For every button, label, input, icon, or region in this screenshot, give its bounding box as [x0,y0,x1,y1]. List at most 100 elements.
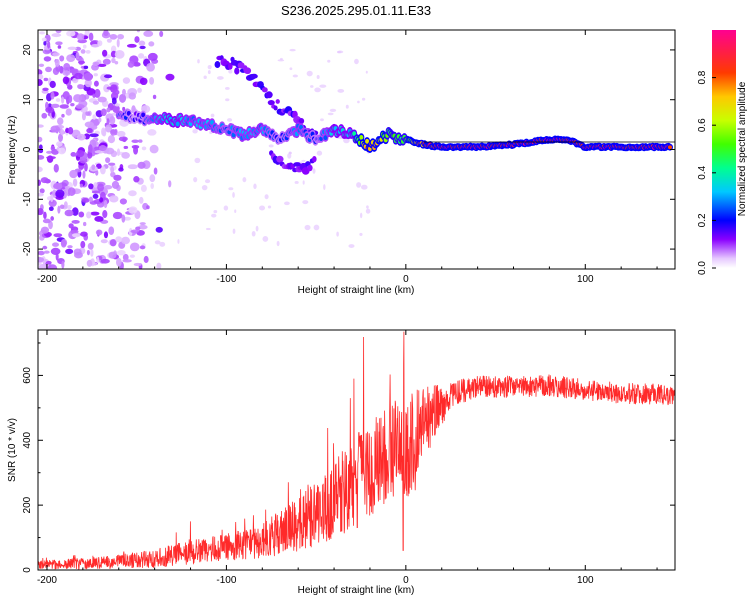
spectrogram-noise-blob [122,88,126,96]
spectrogram-noise-blob [66,30,76,37]
spectrogram-noise-blob [207,65,212,70]
spectrogram-noise-blob [38,207,44,216]
spectrogram-noise-blob [43,211,47,220]
spectrogram-noise-blob [38,179,41,186]
spectrogram-noise-blob [128,190,137,197]
spectrogram-noise-blob [137,87,142,93]
spectrogram-noise-blob [38,166,43,173]
spectrogram-noise-blob [149,144,159,154]
spectrogram-noise-blob [50,125,60,133]
spectrogram-noise-blob [60,239,67,248]
spectrogram-noise-blob [94,216,104,222]
spectrogram-noise-blob [365,70,368,74]
spectrogram-noise-blob [361,184,368,190]
spectrogram-noise-blob [159,30,164,38]
spectrogram-noise-blob [39,31,45,35]
spectrogram-noise-blob [69,169,78,179]
spectrogram-noise-blob [302,180,305,185]
spectrogram-noise-blob [46,150,53,154]
spectrogram-noise-blob [83,65,89,70]
snr-marks [38,331,675,570]
spectrogram-noise-blob [336,231,339,237]
spectrogram-ridge-cell [352,131,357,137]
spectrogram-noise-blob [91,190,101,194]
spectrogram-noise-blob [107,135,116,144]
spectrogram-noise-blob [55,98,61,102]
spectrogram-noise-blob [66,204,72,210]
spectrogram-noise-blob [70,68,79,74]
spectrogram-noise-blob [327,59,331,63]
spectrogram-noise-blob [59,55,65,62]
spectrogram-noise-blob [57,45,62,49]
spectrogram-noise-blob [207,70,211,75]
spectrogram-noise-blob [48,206,54,212]
spectrogram-noise-blob [71,233,81,238]
spectrogram-noise-blob [111,57,116,64]
spectrogram-noise-blob [50,145,56,151]
spectrogram-noise-blob [47,41,51,49]
spectrogram-noise-blob [95,169,99,176]
spectrogram-noise-blob [98,145,107,152]
spectrogram-noise-blob [361,97,366,101]
spectrogram-noise-blob [343,137,350,144]
snr-x-tick-label: 0 [403,575,409,586]
spectrogram-noise-blob [210,113,215,118]
spectrogram-noise-blob [268,144,274,148]
spectrogram-noise-blob [63,62,71,72]
spectrogram-noise-blob [114,61,119,65]
spectrogram-noise-blob [304,224,311,231]
spectrogram-noise-blob [348,244,355,248]
spectrogram-noise-blob [111,180,120,189]
spectrogram-noise-blob [38,124,44,128]
spectrogram-noise-blob [61,260,65,269]
spectrogram-noise-blob [288,151,293,155]
spectrogram-noise-blob [313,224,320,231]
spectrogram-noise-blob [86,249,90,256]
spectrogram-noise-blob [139,222,146,226]
spectrogram-branch-cell [298,117,305,125]
spectrogram-noise-blob [122,106,126,112]
spectrogram-noise-blob [357,100,360,104]
spectrogram-branch-cell [250,73,258,79]
spectrogram-noise-blob [80,49,86,54]
spectrogram-noise-blob [112,89,120,96]
spectrogram-noise-blob [66,54,76,63]
spectrogram-noise-blob [91,164,96,171]
spectrogram-noise-blob [81,198,90,203]
spectrogram-noise-blob [365,208,371,214]
spectrogram-noise-blob [97,96,107,103]
spectrogram-noise-blob [356,182,362,188]
spectrogram-noise-blob [126,43,137,48]
spectrogram-noise-blob [102,129,107,137]
spectrogram-noise-blob [76,149,85,158]
spectrogram-noise-blob [43,40,47,46]
spectrogram-noise-blob [242,177,247,183]
spectrogram-noise-blob [105,157,111,164]
spectrogram-noise-blob [59,204,65,210]
spectrogram-noise-blob [53,233,63,238]
spectrogram-noise-blob [67,46,77,50]
spectrogram-noise-blob [84,78,92,88]
spectrogram-noise-blob [42,245,48,250]
spectrogram-branch-cell [244,67,252,75]
spectrogram-noise-blob [74,72,83,80]
spectrogram-noise-blob [46,156,56,160]
spectrogram-noise-blob [366,205,369,209]
spectrogram-noise-blob [128,206,138,214]
colorbar-tick-label: 0.2 [697,213,708,227]
spectrogram-noise-blob [204,179,211,184]
spectrogram-noise-blob [84,72,93,81]
spectrogram-noise-blob [134,36,140,43]
spectrogram-noise-blob [108,226,115,236]
spectrogram-noise-blob [116,249,126,256]
spectrogram-noise-blob [48,220,53,230]
spectrogram-noise-blob [84,111,91,116]
spectrogram-noise-blob [264,194,269,200]
spectrogram-noise-blob [197,59,200,64]
snr-x-tick-label: -200 [37,575,57,586]
spectrogram-y-tick-label: 20 [22,44,33,56]
spectrogram-noise-blob [98,117,102,123]
spectrogram-noise-blob [141,146,147,151]
snr-x-tick-label: 100 [577,575,594,586]
spectrogram-branch-cell [265,91,273,99]
